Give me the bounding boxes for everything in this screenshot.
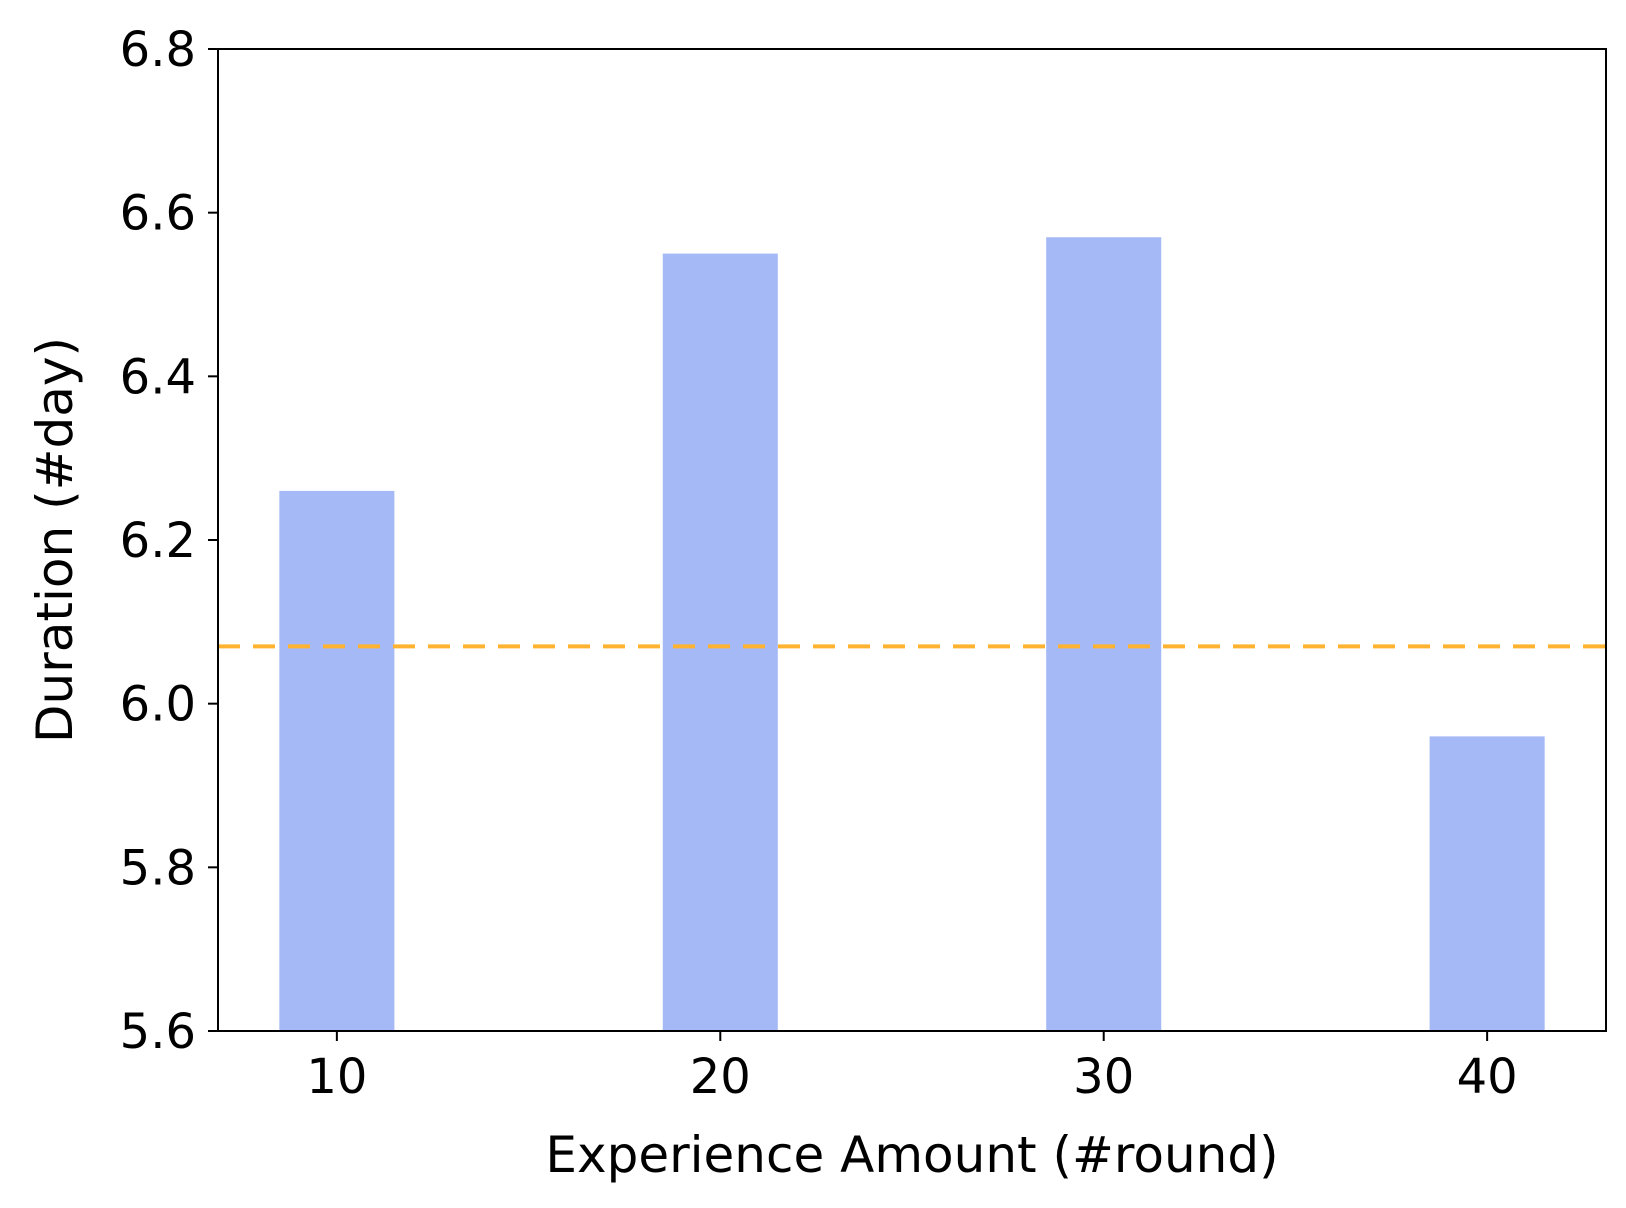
- x-tick-label: 20: [690, 1049, 751, 1105]
- y-tick-label: 6.2: [120, 513, 196, 569]
- x-tick-label: 30: [1073, 1049, 1134, 1105]
- bar-20: [662, 253, 778, 1032]
- plot-frame: [217, 48, 1607, 1032]
- bar-10: [279, 490, 395, 1031]
- bars-layer: [279, 237, 1545, 1032]
- y-tick-label: 6.8: [120, 22, 196, 78]
- x-axis-ticks: 10 20 30 40: [306, 1031, 1518, 1105]
- x-tick-label: 10: [306, 1049, 367, 1105]
- y-axis-ticks: 5.6 5.8 6.0 6.2 6.4 6.6 6.8: [120, 22, 218, 1060]
- bar-40: [1429, 736, 1545, 1031]
- y-tick-label: 5.8: [120, 840, 196, 896]
- y-tick-label: 6.4: [120, 349, 196, 405]
- bar-30: [1046, 237, 1162, 1031]
- y-tick-label: 6.0: [120, 677, 196, 733]
- y-axis-label: Duration (#day): [26, 337, 84, 743]
- x-axis-label: Experience Amount (#round): [545, 1126, 1278, 1184]
- x-tick-label: 40: [1457, 1049, 1518, 1105]
- y-tick-label: 5.6: [120, 1004, 196, 1060]
- y-tick-label: 6.6: [120, 186, 196, 242]
